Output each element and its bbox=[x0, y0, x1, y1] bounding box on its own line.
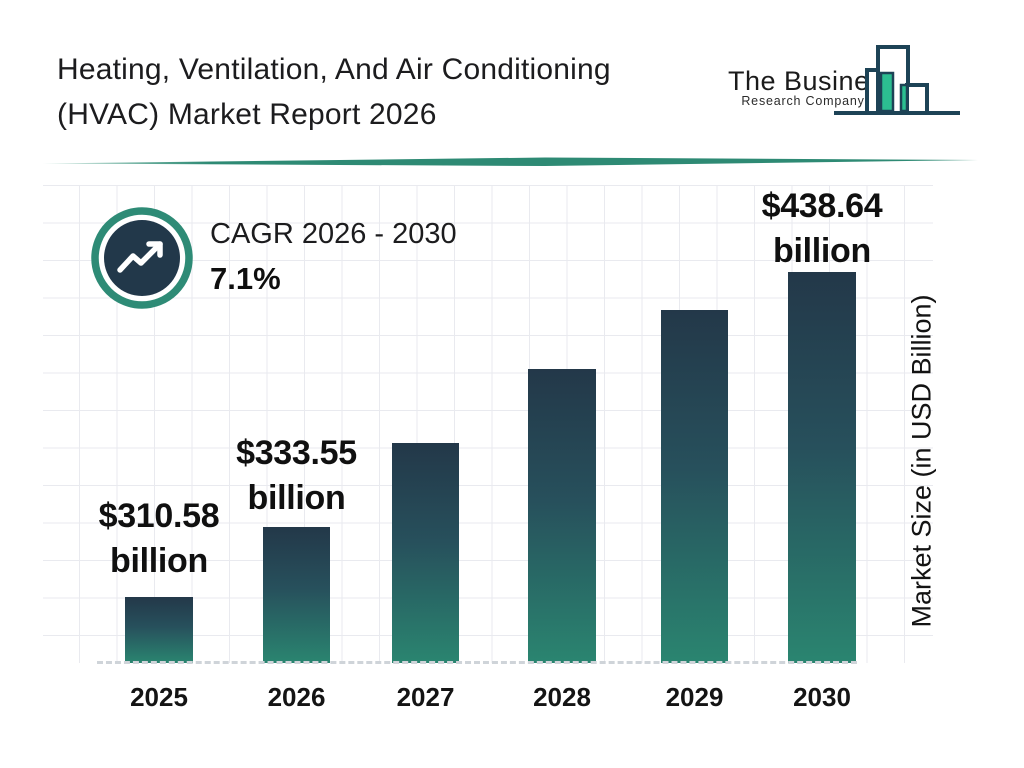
x-tick-2029: 2029 bbox=[665, 682, 724, 712]
x-axis-baseline bbox=[97, 661, 857, 664]
x-tick-2030: 2030 bbox=[793, 682, 851, 712]
x-tick-2028: 2028 bbox=[533, 682, 591, 712]
bar-2026 bbox=[263, 527, 330, 663]
cagr-value: 7.1% bbox=[210, 261, 281, 296]
page-title-line2: (HVAC) Market Report 2026 bbox=[57, 98, 437, 131]
bar-2025 bbox=[125, 597, 193, 663]
header-divider bbox=[42, 157, 978, 166]
value-label-2026: $333.55 billion bbox=[236, 434, 357, 517]
value-label-2030: $438.64 billion bbox=[761, 187, 883, 270]
page-title-line1: Heating, Ventilation, And Air Conditioni… bbox=[57, 53, 611, 86]
bar-chart-logo-icon bbox=[834, 45, 960, 115]
y-axis-label: Market Size (in USD Billion) bbox=[906, 294, 937, 628]
logo-subtitle: Research Company bbox=[741, 94, 865, 108]
page-title: Heating, Ventilation, And Air Conditioni… bbox=[57, 47, 611, 137]
bar-2029 bbox=[661, 310, 728, 663]
value-label-2025: $310.58 billion bbox=[98, 497, 220, 580]
company-logo: The Business Research Company bbox=[724, 36, 984, 136]
bar-2027 bbox=[392, 443, 459, 663]
x-tick-2027: 2027 bbox=[396, 682, 455, 712]
x-tick-2025: 2025 bbox=[130, 682, 188, 712]
bar-2028 bbox=[528, 369, 596, 663]
bar-2030 bbox=[788, 272, 856, 663]
cagr-label: CAGR 2026 - 2030 bbox=[210, 218, 457, 250]
x-tick-2026: 2026 bbox=[267, 682, 326, 712]
trending-up-icon bbox=[91, 207, 193, 309]
